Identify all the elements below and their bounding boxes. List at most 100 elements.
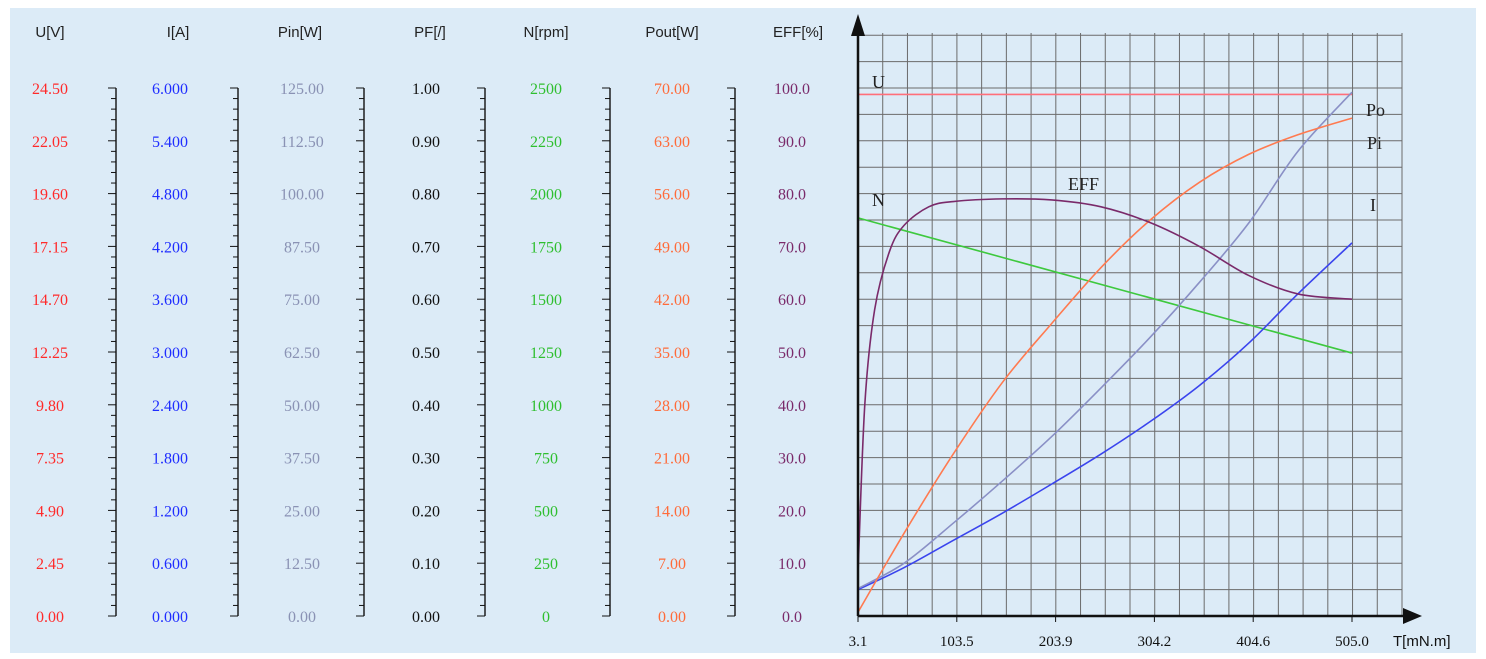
- axis-tick-label-EFF: 70.0: [778, 239, 806, 256]
- y-axis-arrow: [851, 14, 865, 36]
- axis-tick-label-U: 14.70: [32, 292, 68, 309]
- plot-frame: 3.1 103.5 203.9 304.2 404.6 505.0 T[mN.m] U N EFF…: [849, 14, 1451, 650]
- axis-tick-label-N: 1500: [530, 292, 562, 309]
- x-tick-label: 3.1: [849, 634, 868, 650]
- vertical-axes: U[V]0.002.454.907.359.8012.2514.7017.151…: [32, 24, 823, 626]
- axis-header-U: U[V]: [35, 24, 64, 41]
- axis-tick-label-Pin: 100.00: [280, 187, 324, 204]
- axis-tick-label-I: 5.400: [152, 134, 188, 151]
- axis-tick-label-U: 7.35: [36, 451, 64, 468]
- curve-label-U: U: [872, 72, 885, 92]
- axis-tick-label-EFF: 40.0: [778, 398, 806, 415]
- curve-label-EFF: EFF: [1068, 174, 1099, 194]
- axis-tick-label-Pin: 125.00: [280, 81, 324, 98]
- axis-header-Pout: Pout[W]: [645, 24, 698, 41]
- axis-tick-label-EFF: 60.0: [778, 292, 806, 309]
- curve-label-Po: Po: [1366, 100, 1385, 120]
- axis-tick-label-N: 250: [534, 556, 558, 573]
- axis-tick-label-I: 4.200: [152, 239, 188, 256]
- axis-tick-label-PF: 1.00: [412, 81, 440, 98]
- axis-tick-label-N: 500: [534, 503, 558, 520]
- axis-tick-label-U: 17.15: [32, 239, 68, 256]
- axis-tick-label-Pout: 7.00: [658, 556, 686, 573]
- axis-tick-label-U: 19.60: [32, 187, 68, 204]
- x-tick-label: 404.6: [1236, 634, 1270, 650]
- axis-tick-label-PF: 0.70: [412, 239, 440, 256]
- axis-tick-label-PF: 0.20: [412, 503, 440, 520]
- axis-header-N: N[rpm]: [524, 24, 569, 41]
- axis-tick-label-PF: 0.60: [412, 292, 440, 309]
- axis-tick-label-Pin: 50.00: [284, 398, 320, 415]
- axis-tick-label-U: 4.90: [36, 503, 64, 520]
- axis-tick-label-N: 2500: [530, 81, 562, 98]
- curve-label-Pi: Pi: [1367, 133, 1382, 153]
- axis-tick-label-N: 2250: [530, 134, 562, 151]
- axis-header-PF: PF[/]: [414, 24, 446, 41]
- axis-tick-label-PF: 0.40: [412, 398, 440, 415]
- axis-tick-label-I: 3.000: [152, 345, 188, 362]
- plot-grid: [857, 33, 1403, 617]
- axis-tick-label-U: 2.45: [36, 556, 64, 573]
- axis-tick-label-Pin: 75.00: [284, 292, 320, 309]
- axis-tick-label-Pout: 70.00: [654, 81, 690, 98]
- axis-header-I: I[A]: [167, 24, 190, 41]
- axis-tick-label-PF: 0.30: [412, 451, 440, 468]
- axis-tick-label-EFF: 50.0: [778, 345, 806, 362]
- axis-tick-label-N: 0: [542, 609, 550, 626]
- axis-tick-label-Pout: 56.00: [654, 187, 690, 204]
- axis-tick-label-U: 9.80: [36, 398, 64, 415]
- axis-tick-label-Pin: 112.50: [280, 134, 323, 151]
- axis-tick-label-Pout: 42.00: [654, 292, 690, 309]
- x-tick-label: 304.2: [1138, 634, 1172, 650]
- series-line-Po: [857, 117, 1353, 613]
- chart-panel: U[V] 0.00 2.45 4.90 7.35 9.80 12.25 14.70 17.15 1…: [10, 8, 1476, 653]
- axis-tick-label-Pout: 35.00: [654, 345, 690, 362]
- motor-performance-chart: U[V]0.002.454.907.359.8012.2514.7017.151…: [32, 14, 1451, 650]
- axis-tick-label-PF: 0.80: [412, 187, 440, 204]
- axis-tick-label-Pin: 0.00: [288, 609, 316, 626]
- axis-tick-label-U: 12.25: [32, 345, 68, 362]
- axis-tick-label-N: 1250: [530, 345, 562, 362]
- x-tick-label: 505.0: [1335, 634, 1369, 650]
- axis-tick-label-EFF: 0.0: [782, 609, 802, 626]
- plot-series: [857, 91, 1353, 613]
- axis-tick-label-Pin: 37.50: [284, 451, 320, 468]
- axis-tick-label-I: 2.400: [152, 398, 188, 415]
- x-tick-label: 103.5: [940, 634, 974, 650]
- axis-tick-label-PF: 0.00: [412, 609, 440, 626]
- axis-tick-label-I: 0.600: [152, 556, 188, 573]
- axis-tick-label-N: 1000: [530, 398, 562, 415]
- axis-tick-label-I: 0.000: [152, 609, 188, 626]
- curve-label-N: N: [872, 190, 885, 210]
- axis-tick-label-EFF: 30.0: [778, 451, 806, 468]
- axis-tick-label-PF: 0.90: [412, 134, 440, 151]
- axis-tick-label-U: 0.00: [36, 609, 64, 626]
- axis-tick-label-Pout: 63.00: [654, 134, 690, 151]
- x-tick-label: 203.9: [1039, 634, 1073, 650]
- axis-tick-label-I: 1.200: [152, 503, 188, 520]
- axis-tick-label-EFF: 20.0: [778, 503, 806, 520]
- axis-tick-label-Pin: 62.50: [284, 345, 320, 362]
- series-line-Pi: [857, 91, 1353, 590]
- axis-tick-label-U: 22.05: [32, 134, 68, 151]
- axis-header-EFF: EFF[%]: [773, 24, 823, 41]
- axis-tick-label-EFF: 90.0: [778, 134, 806, 151]
- axis-tick-label-Pout: 28.00: [654, 398, 690, 415]
- axis-tick-label-EFF: 100.0: [774, 81, 810, 98]
- axis-tick-label-Pout: 0.00: [658, 609, 686, 626]
- axis-header-Pin: Pin[W]: [278, 24, 322, 41]
- axis-tick-label-Pout: 49.00: [654, 239, 690, 256]
- axis-tick-label-EFF: 10.0: [778, 556, 806, 573]
- axis-tick-label-EFF: 80.0: [778, 187, 806, 204]
- axis-tick-label-Pout: 21.00: [654, 451, 690, 468]
- axis-tick-label-I: 3.600: [152, 292, 188, 309]
- x-axis-title: T[mN.m]: [1393, 633, 1451, 650]
- series-line-EFF: [857, 197, 1353, 574]
- axis-tick-label-N: 750: [534, 451, 558, 468]
- axis-tick-label-N: 1750: [530, 239, 562, 256]
- axis-tick-label-Pin: 12.50: [284, 556, 320, 573]
- x-axis-arrow: [1403, 608, 1422, 624]
- series-line-N: [857, 217, 1353, 354]
- axis-tick-label-I: 1.800: [152, 451, 188, 468]
- series-line-I: [857, 242, 1353, 591]
